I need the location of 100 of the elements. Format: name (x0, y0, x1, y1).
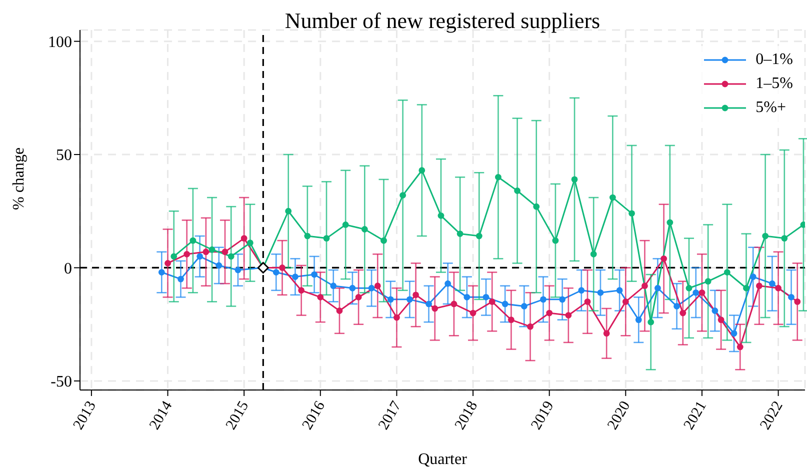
point (394, 314, 400, 321)
point (686, 284, 692, 292)
point (368, 284, 375, 292)
point (559, 296, 566, 303)
point (571, 176, 578, 183)
y-axis-title: % change (10, 147, 28, 210)
point (311, 271, 318, 278)
point (482, 294, 490, 300)
point (666, 219, 674, 226)
point (190, 237, 196, 244)
point (546, 310, 553, 316)
point (712, 308, 718, 314)
point (674, 303, 680, 310)
point (342, 222, 349, 228)
point (750, 274, 756, 280)
point (234, 266, 242, 274)
point (680, 310, 686, 316)
point (178, 276, 184, 282)
point (279, 264, 286, 271)
point (418, 167, 426, 174)
point (355, 294, 362, 300)
point (387, 296, 394, 303)
point (590, 250, 597, 258)
point (736, 344, 744, 350)
point (285, 208, 292, 214)
point (540, 296, 546, 303)
point (718, 316, 724, 324)
point (298, 287, 305, 294)
point (272, 269, 280, 276)
point (520, 303, 528, 310)
point (361, 226, 368, 232)
point (349, 284, 356, 292)
point (444, 280, 452, 287)
point (502, 300, 508, 308)
point (216, 262, 222, 269)
point (240, 235, 248, 242)
point (426, 300, 432, 308)
point (317, 294, 324, 300)
point (775, 284, 782, 292)
point (584, 298, 591, 305)
point (642, 282, 648, 290)
point (196, 253, 204, 260)
point (450, 300, 458, 308)
point (794, 298, 801, 305)
y-tick-label: 100 (48, 34, 72, 51)
point (488, 298, 496, 305)
point (514, 188, 520, 194)
point (597, 289, 604, 296)
point (432, 305, 438, 312)
point (412, 292, 419, 298)
point (323, 235, 330, 242)
point (704, 278, 712, 285)
point (257, 262, 269, 274)
legend-label: 5%+ (756, 99, 786, 117)
x-axis-title: Quarter (418, 451, 468, 468)
point (788, 294, 794, 300)
chart-title: Number of new registered suppliers (284, 8, 602, 34)
point (476, 232, 482, 240)
point (374, 282, 381, 290)
point (533, 203, 540, 210)
point (508, 316, 514, 324)
legend-label: 1–5% (756, 75, 793, 93)
point (470, 310, 476, 316)
point (768, 280, 776, 287)
point (527, 323, 534, 330)
point (304, 232, 311, 240)
point (406, 296, 413, 303)
point (654, 284, 661, 292)
point (756, 282, 762, 290)
point (552, 237, 559, 244)
point (330, 282, 337, 290)
point (438, 212, 444, 219)
point (292, 274, 298, 280)
point (336, 308, 343, 314)
y-tick-label: 50 (56, 147, 72, 164)
point (164, 260, 171, 266)
point (184, 250, 190, 258)
point (228, 253, 234, 260)
point (698, 289, 706, 296)
point (202, 248, 210, 256)
legend-label: 0–1% (756, 51, 793, 69)
point (222, 248, 228, 256)
point (400, 192, 406, 198)
point (660, 255, 668, 262)
point (170, 253, 178, 260)
point (578, 287, 585, 294)
point (495, 174, 502, 180)
point (603, 330, 610, 337)
point (380, 237, 387, 244)
point (246, 240, 254, 246)
point (456, 230, 464, 237)
point (762, 232, 769, 240)
point (616, 287, 623, 294)
point (609, 194, 616, 201)
point (724, 269, 730, 276)
point (648, 318, 654, 326)
point (208, 246, 216, 253)
point (158, 269, 165, 276)
point (635, 316, 642, 324)
y-tick-label: 0 (64, 260, 72, 278)
